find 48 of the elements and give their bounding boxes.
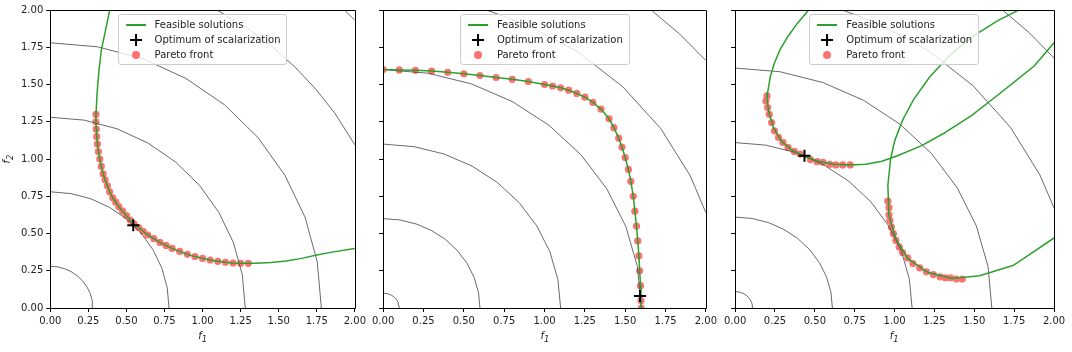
x-tick-label: 0.25 (412, 314, 435, 326)
y-tick-label: 0.00 (21, 301, 44, 313)
x-tick-label: 2.00 (1042, 314, 1065, 326)
x-tick-label: 0.75 (843, 314, 866, 326)
x-tick-label: 0.25 (763, 314, 786, 326)
x-tick-label: 1.25 (922, 314, 946, 326)
x-tick-label: 0.50 (453, 314, 476, 326)
y-tick-label: 0.25 (21, 264, 44, 276)
x-tick-label: 0.25 (77, 314, 100, 326)
x-tick-label: 1.00 (533, 314, 556, 326)
legend-label: Feasible solutions (846, 19, 936, 30)
x-axis-title: f$_{1}$ (540, 330, 550, 344)
y-tick-label: 1.50 (21, 78, 44, 90)
legend-label: Optimum of scalarization (496, 34, 623, 45)
x-tick-label: 2.00 (695, 314, 718, 326)
y-tick-label: 1.25 (21, 115, 44, 127)
legend-label: Pareto front (496, 49, 556, 60)
legend-label: Optimum of scalarization (846, 34, 973, 45)
x-tick-label: 1.00 (883, 314, 906, 326)
legend-label: Optimum of scalarization (154, 34, 281, 45)
x-tick-label: 0.00 (39, 314, 62, 326)
y-tick-label: 1.00 (21, 152, 44, 164)
x-tick-label: 1.25 (574, 314, 597, 326)
legend-label: Feasible solutions (154, 19, 244, 30)
legend-label: Feasible solutions (496, 19, 586, 30)
legend-label: Pareto front (846, 49, 906, 60)
x-tick-label: 1.50 (962, 314, 986, 326)
x-tick-label: 1.75 (654, 314, 677, 326)
legend-label: Pareto front (154, 49, 214, 60)
x-tick-label: 1.00 (191, 314, 214, 326)
x-tick-label: 1.50 (267, 314, 290, 326)
y-tick-label: 2.00 (21, 3, 44, 15)
y-tick-label: 0.50 (21, 227, 44, 239)
x-tick-label: 1.75 (305, 314, 328, 326)
x-tick-label: 1.50 (614, 314, 637, 326)
x-tick-label: 0.75 (153, 314, 176, 326)
x-tick-label: 0.75 (493, 314, 516, 326)
x-tick-label: 1.75 (1002, 314, 1025, 326)
x-tick-label: 0.00 (372, 314, 395, 326)
y-tick-label: 0.75 (21, 189, 44, 201)
x-tick-label: 1.25 (229, 314, 252, 326)
x-tick-label: 0.00 (723, 314, 746, 326)
x-tick-label: 2.00 (343, 314, 366, 326)
x-tick-label: 0.50 (803, 314, 826, 326)
x-axis-title: f$_{1}$ (198, 330, 207, 344)
x-axis-title: f$_{1}$ (889, 330, 899, 344)
y-tick-label: 1.75 (21, 40, 44, 52)
x-tick-label: 0.50 (115, 314, 138, 326)
